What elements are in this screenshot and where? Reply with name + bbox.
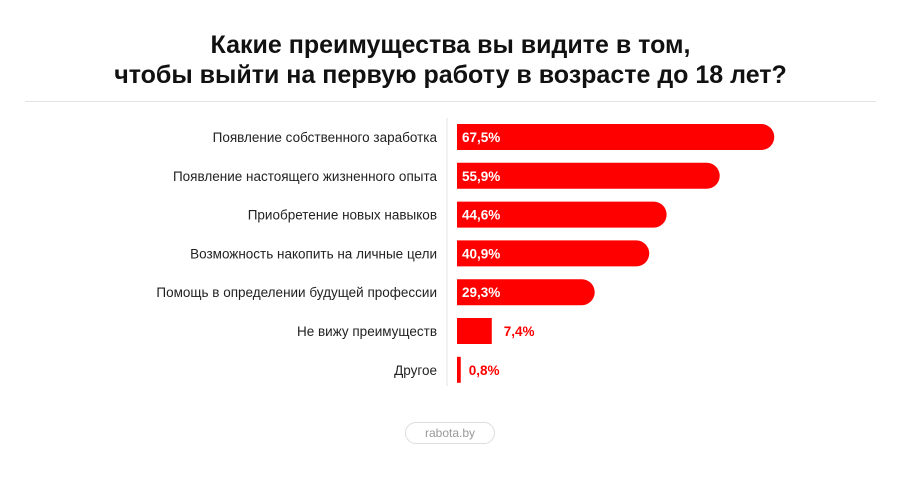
data-label: 7,4% [504,324,535,339]
data-label: 55,9% [462,169,500,184]
bar [457,124,775,150]
category-label: Появление собственного заработка [213,130,438,145]
data-label: 0,8% [469,363,500,378]
bar [457,240,650,267]
category-label: Возможность накопить на личные цели [190,246,437,261]
category-label: Помощь в определении будущей профессии [156,285,437,300]
bar [457,356,461,383]
title-line-2: чтобы выйти на первую работу в возрасте … [114,61,787,89]
bar [457,201,667,228]
category-label: Другое [394,363,437,378]
category-label: Приобретение новых навыков [248,208,437,223]
bar [457,318,492,344]
category-label: Не вижу преимуществ [297,324,437,339]
chart-title: Какие преимущества вы видите в том, чтоб… [0,30,901,90]
data-label: 29,3% [462,285,500,300]
data-label: 40,9% [462,246,500,261]
data-label: 67,5% [462,130,500,145]
data-label: 44,6% [462,208,500,223]
bar [457,279,595,306]
bar [457,162,720,189]
category-label: Появление настоящего жизненного опыта [173,169,438,184]
source-watermark: rabota.by [405,422,495,444]
title-line-1: Какие преимущества вы видите в том, [210,31,691,59]
divider [25,101,876,102]
